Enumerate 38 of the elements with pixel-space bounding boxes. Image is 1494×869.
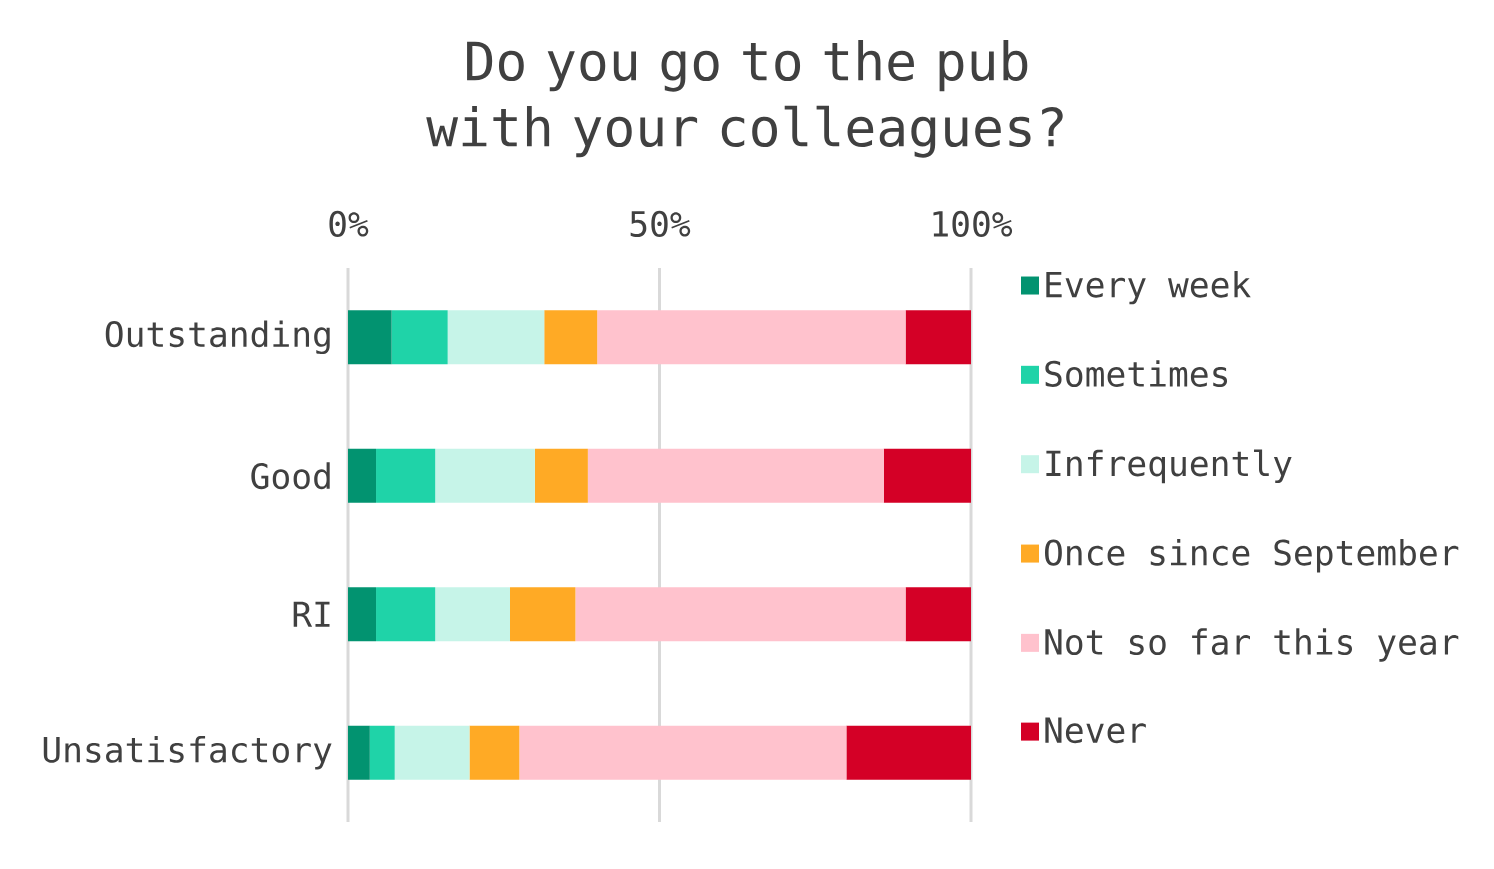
bar [905, 310, 971, 365]
legend-label: Not so far this year [1045, 628, 1459, 662]
bar [846, 725, 971, 780]
bar [469, 725, 520, 780]
legend-label: Never [1045, 717, 1146, 744]
bar [575, 587, 906, 642]
x-tick-label: 100% [933, 210, 1013, 237]
bar [435, 448, 535, 503]
bar [534, 448, 588, 503]
bar [391, 310, 448, 365]
bar [348, 310, 392, 365]
x-tick-label: 0% [329, 210, 369, 237]
bar [544, 310, 598, 365]
bar [348, 448, 377, 503]
bar [509, 587, 576, 642]
bar [394, 725, 470, 780]
bar [905, 587, 971, 642]
bar [519, 725, 847, 780]
bar [435, 587, 510, 642]
y-tick-label: RI [293, 601, 330, 627]
bar [376, 587, 436, 642]
bar [587, 448, 884, 503]
y-tick-label: Unsatisfactory [43, 736, 332, 770]
y-tick-label: Good [251, 462, 330, 490]
bar [376, 448, 436, 503]
legend-label: Sometimes [1045, 360, 1228, 387]
chart-title: Do you go to the pub with your colleagues? [426, 40, 1063, 158]
bar [369, 725, 395, 780]
x-tick-label: 50% [630, 210, 691, 237]
bar [348, 587, 377, 642]
bar [883, 448, 971, 503]
bar [597, 310, 906, 365]
legend-label: Once since September [1044, 538, 1459, 573]
legend-label: Infrequently [1046, 449, 1292, 484]
bar [348, 725, 370, 780]
y-tick-label: Outstanding [105, 320, 330, 355]
bar [447, 310, 545, 365]
legend-label: Every week [1046, 270, 1251, 305]
